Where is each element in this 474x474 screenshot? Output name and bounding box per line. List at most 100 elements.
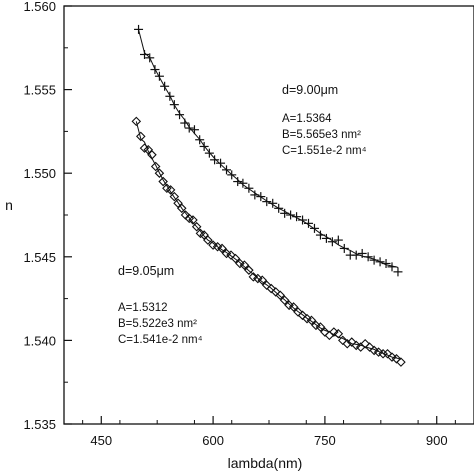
plus-marker	[280, 208, 290, 218]
plus-marker	[160, 81, 170, 91]
diamond-marker	[378, 348, 388, 359]
diamond-marker	[293, 307, 303, 317]
plus-marker	[286, 210, 296, 220]
plus-marker	[387, 262, 397, 272]
diamond-marker	[329, 327, 339, 337]
plus-marker	[169, 100, 179, 110]
diamond-marker	[288, 302, 299, 312]
diamond-marker	[253, 273, 263, 284]
diamond-marker	[217, 243, 227, 254]
plus-marker	[309, 223, 319, 233]
plus-marker	[189, 125, 199, 135]
plus-marker	[150, 65, 160, 75]
x-tick-label: 750	[314, 433, 336, 448]
diamond-marker	[208, 240, 218, 250]
diamond-marker	[136, 131, 146, 142]
diamond-marker	[342, 338, 353, 349]
plus-marker	[268, 198, 278, 208]
diamond-marker	[188, 215, 198, 225]
x-tick-label: 450	[90, 433, 112, 448]
diamond-marker	[143, 145, 154, 155]
y-tick-label: 1.550	[23, 166, 56, 181]
diamond-marker	[147, 150, 157, 160]
diamond-marker	[302, 313, 312, 324]
diamond-marker	[369, 345, 379, 356]
annotation-upper-title: d=9.00μm	[282, 83, 338, 97]
diamond-marker	[284, 300, 294, 311]
plus-marker	[238, 178, 248, 188]
plus-marker	[375, 257, 385, 267]
plus-marker	[145, 53, 155, 63]
diamond-marker	[364, 342, 375, 352]
plus-marker	[180, 118, 190, 128]
y-axis-label: n	[5, 197, 13, 213]
diamond-marker	[154, 168, 165, 178]
plus-marker	[262, 197, 272, 207]
plus-marker	[199, 141, 209, 151]
plus-marker	[216, 158, 226, 168]
diamond-marker	[391, 354, 402, 364]
annotation-lower: d=9.05μm A=1.5312 B=5.522e3 nm² C=1.541e…	[118, 264, 203, 346]
plus-marker	[363, 252, 373, 262]
diamond-marker	[203, 235, 213, 245]
diamond-marker	[150, 161, 161, 172]
plus-marker	[227, 170, 237, 180]
plus-marker	[357, 248, 367, 258]
diamond-marker	[279, 295, 290, 306]
annotation-lower-a: A=1.5312	[118, 302, 168, 314]
plus-marker	[195, 135, 205, 145]
diamond-marker	[270, 287, 281, 297]
diamond-marker	[221, 248, 232, 259]
diamond-marker	[131, 116, 142, 127]
data-markers	[131, 24, 406, 367]
plus-marker	[165, 91, 175, 101]
plus-marker	[369, 255, 379, 265]
annotation-upper-b: B=5.565e3 nm²	[282, 129, 361, 141]
plus-marker	[274, 203, 284, 213]
plus-marker	[233, 177, 243, 187]
plus-marker	[381, 258, 391, 268]
y-tick-label: 1.545	[23, 250, 56, 265]
y-tick-label: 1.560	[23, 0, 56, 14]
x-tick-label: 900	[426, 433, 448, 448]
plus-marker	[244, 183, 254, 193]
diamond-marker	[226, 250, 236, 260]
plus-marker	[175, 110, 185, 120]
annotation-upper-a: A=1.5364	[282, 113, 332, 125]
plus-marker	[204, 148, 214, 158]
plot-frame	[63, 5, 474, 425]
diamond-marker	[257, 275, 268, 285]
diamond-marker	[315, 322, 326, 332]
diamond-marker	[169, 191, 180, 202]
diamond-marker	[333, 328, 344, 339]
diamond-marker	[230, 253, 241, 264]
plus-marker	[351, 250, 361, 260]
annotation-upper-c: C=1.551e-2 nm⁴	[282, 145, 367, 157]
annotation-lower-title: d=9.05μm	[118, 264, 174, 278]
plus-marker	[393, 267, 403, 277]
x-axis-label: lambda(nm)	[228, 455, 303, 471]
diamond-marker	[320, 327, 330, 337]
annotation-upper: d=9.00μm A=1.5364 B=5.565e3 nm² C=1.551e…	[282, 83, 367, 157]
diamond-marker	[373, 347, 384, 357]
plus-marker	[140, 49, 150, 59]
diamond-marker	[266, 283, 277, 294]
diamond-marker	[239, 260, 250, 270]
plus-marker	[154, 71, 164, 81]
diamond-marker	[191, 221, 202, 232]
plus-marker	[222, 165, 232, 175]
diamond-marker	[324, 330, 335, 341]
diamond-marker	[297, 310, 308, 321]
y-tick-label: 1.555	[23, 83, 56, 98]
plus-marker	[134, 24, 144, 34]
diamond-marker	[275, 290, 285, 301]
plus-marker	[315, 230, 325, 240]
ticks-layer: 450 600 750 900 1.535 1.540 1.545 1.550 1.555 1.5…	[23, 0, 456, 448]
plus-marker	[250, 190, 260, 200]
diamond-marker	[387, 352, 397, 362]
diamond-marker	[177, 203, 187, 214]
x-tick-label: 600	[202, 433, 224, 448]
diamond-marker	[235, 258, 245, 269]
plus-marker	[210, 155, 220, 165]
